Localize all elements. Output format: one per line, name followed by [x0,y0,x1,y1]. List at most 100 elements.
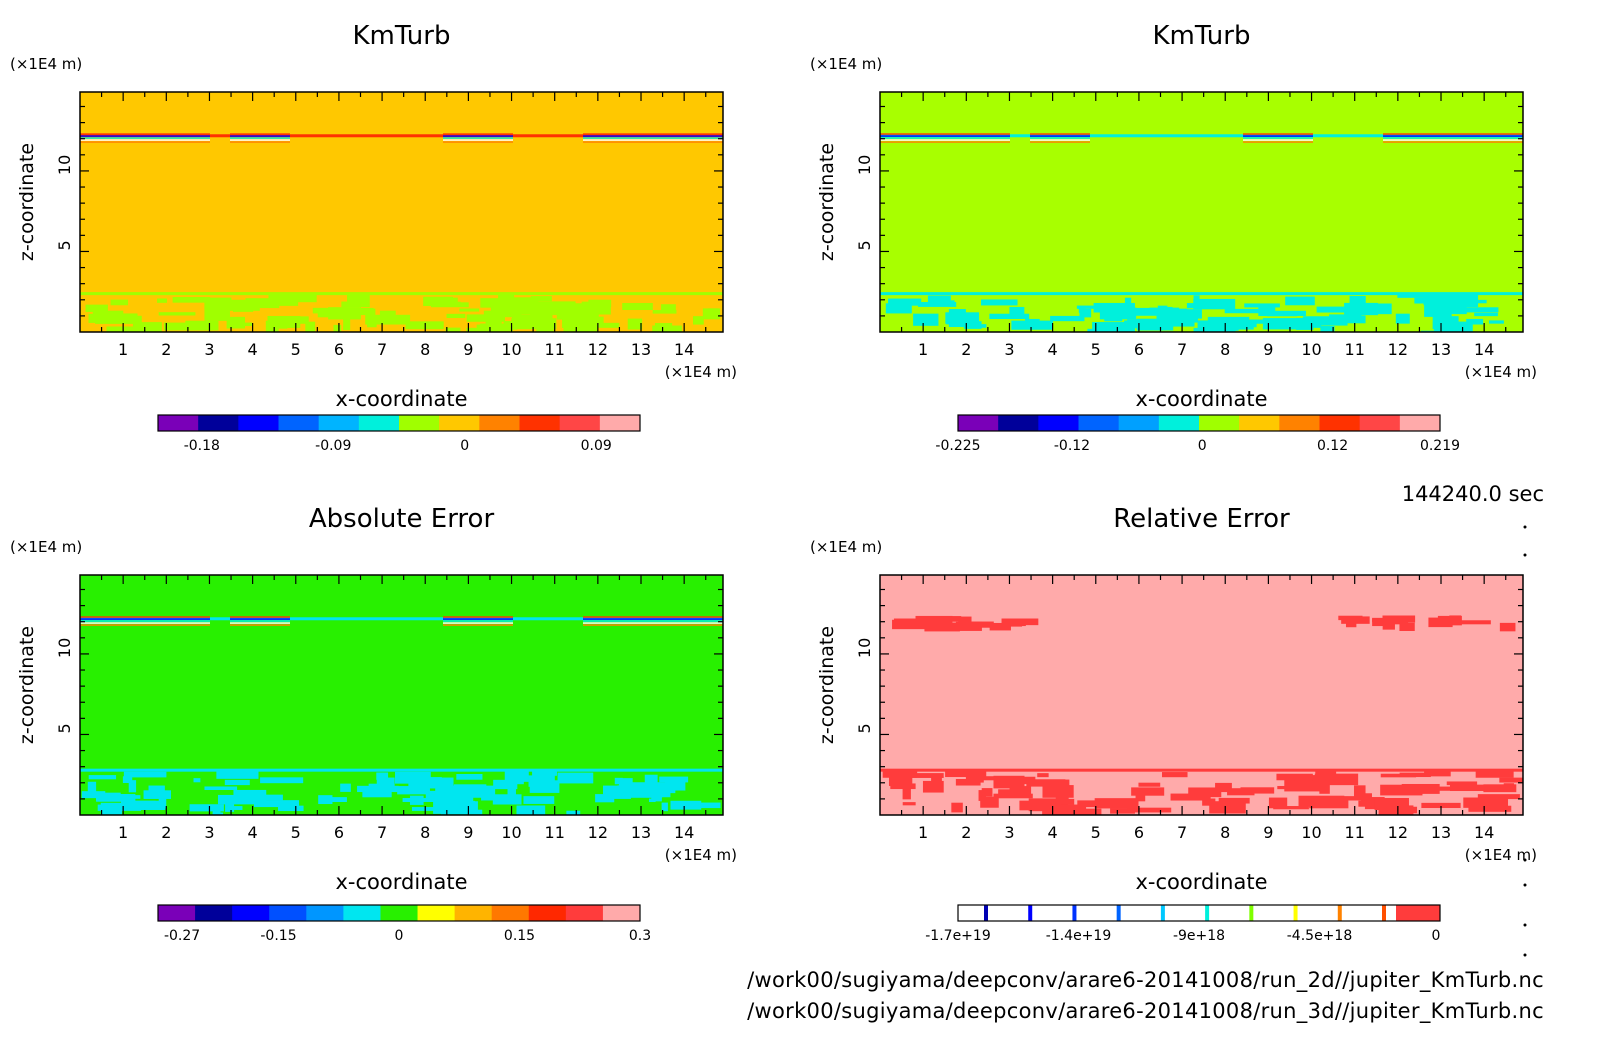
colorbar-swatch [491,905,530,921]
colorbar-swatch [158,905,196,921]
lower-patch [980,796,999,808]
colorbar-swatch [565,905,604,921]
field-features [80,616,723,815]
lower-patch [157,298,167,303]
lower-patch [1038,779,1070,787]
lower-patch [989,313,1030,320]
x-tick-label: 12 [1388,823,1408,842]
upper-streak [583,139,723,141]
lower-patch [707,308,719,313]
plot-frame [879,574,1524,816]
lower-patch [1314,773,1359,786]
x-tick-label: 14 [1474,823,1494,842]
lower-patch [1423,294,1457,306]
upper-patch [1341,616,1370,624]
lower-patch [498,294,515,299]
lower-patch [133,795,141,799]
lower-patch [267,315,301,328]
x-tick-label: 11 [1345,823,1365,842]
lower-patch [260,777,304,784]
lower-patch [1424,770,1451,777]
lower-patch [120,800,166,811]
upper-streak [1030,137,1090,139]
lower-patch [980,776,1004,781]
colorbar-end-swatch [1396,905,1440,921]
lower-patch [505,304,543,315]
lower-patch [948,309,966,321]
margin-dot [1523,525,1527,529]
x-tick-label: 10 [501,340,521,359]
lower-patch [324,797,347,803]
x-tick-label: 13 [1431,340,1451,359]
x-tick-label: 9 [463,340,473,359]
lower-patch [913,313,939,326]
x-tick-label: 3 [204,340,214,359]
y-axis-unit: (×1E4 m) [10,55,82,73]
upper-streak [1383,141,1523,143]
lower-patch [1236,319,1281,324]
lower-patch [362,790,392,798]
lower-patch [1009,786,1032,798]
lower-patch [622,302,653,311]
upper-streak [1030,139,1090,141]
x-axis-label: x-coordinate [1135,387,1267,411]
lower-patch [122,776,133,783]
lower-patch [882,771,918,778]
colorbar-tick-label: -0.09 [315,438,351,454]
colorbar-swatch [399,415,440,431]
lower-patch [1202,798,1216,806]
upper-streak [230,139,290,141]
lower-patch [928,298,945,303]
lower-patch [1298,795,1345,807]
lower-patch [588,309,599,323]
lower-edge [880,292,1523,296]
lower-patch [1037,773,1049,778]
lower-patch [951,802,963,813]
lower-patch [441,790,474,802]
lower-patch [96,794,136,802]
x-tick-label: 9 [463,823,473,842]
lower-patch [1042,810,1088,815]
lower-patch [1395,313,1410,324]
lower-patch [1380,784,1423,796]
colorbar-tick-label: 0 [1198,438,1207,454]
lower-patch [1432,321,1471,329]
upper-patch [958,616,972,626]
x-tick-label: 12 [588,823,608,842]
upper-streak [443,139,513,141]
lower-patch [542,305,554,314]
lower-patch [1094,798,1139,809]
file-path-2d: /work00/sugiyama/deepconv/arare6-2014100… [747,968,1544,992]
upper-streak [583,622,723,624]
lower-patch [530,301,576,310]
lower-patch [965,771,984,783]
lower-patch [317,311,331,318]
upper-streak [443,133,513,135]
lower-patch [1273,806,1309,810]
lower-patch [163,322,190,331]
lower-patch [100,802,123,815]
lower-patch [1328,781,1355,785]
panel-title: KmTurb [1153,21,1251,51]
x-tick-label: 14 [674,823,694,842]
lower-patch [945,770,987,778]
chart-panel-3: Absolute Error(×1E4 m)1 2 3 4 5 6 7 8 9 10 11 12 13 1… [10,504,737,944]
upper-streak [80,137,210,139]
margin-dot [1523,923,1527,927]
y-tick-label: 5 [55,240,74,250]
colorbar-tick-label: 0 [1432,928,1441,944]
upper-patch [1001,618,1039,626]
lower-patch [238,322,253,327]
x-tick-label: 2 [961,823,971,842]
x-tick-label: 10 [1301,340,1321,359]
lower-patch [1050,315,1085,322]
upper-streak [230,618,290,620]
y-axis-label: z-coordinate [816,143,838,261]
colorbar-swatch [439,415,480,431]
upper-streak [1243,135,1313,137]
lower-patch [981,299,1018,306]
upper-streak [1243,133,1313,135]
time-label: 144240.0 sec [1401,482,1544,506]
field-features [880,615,1523,815]
lower-patch [1093,302,1135,313]
